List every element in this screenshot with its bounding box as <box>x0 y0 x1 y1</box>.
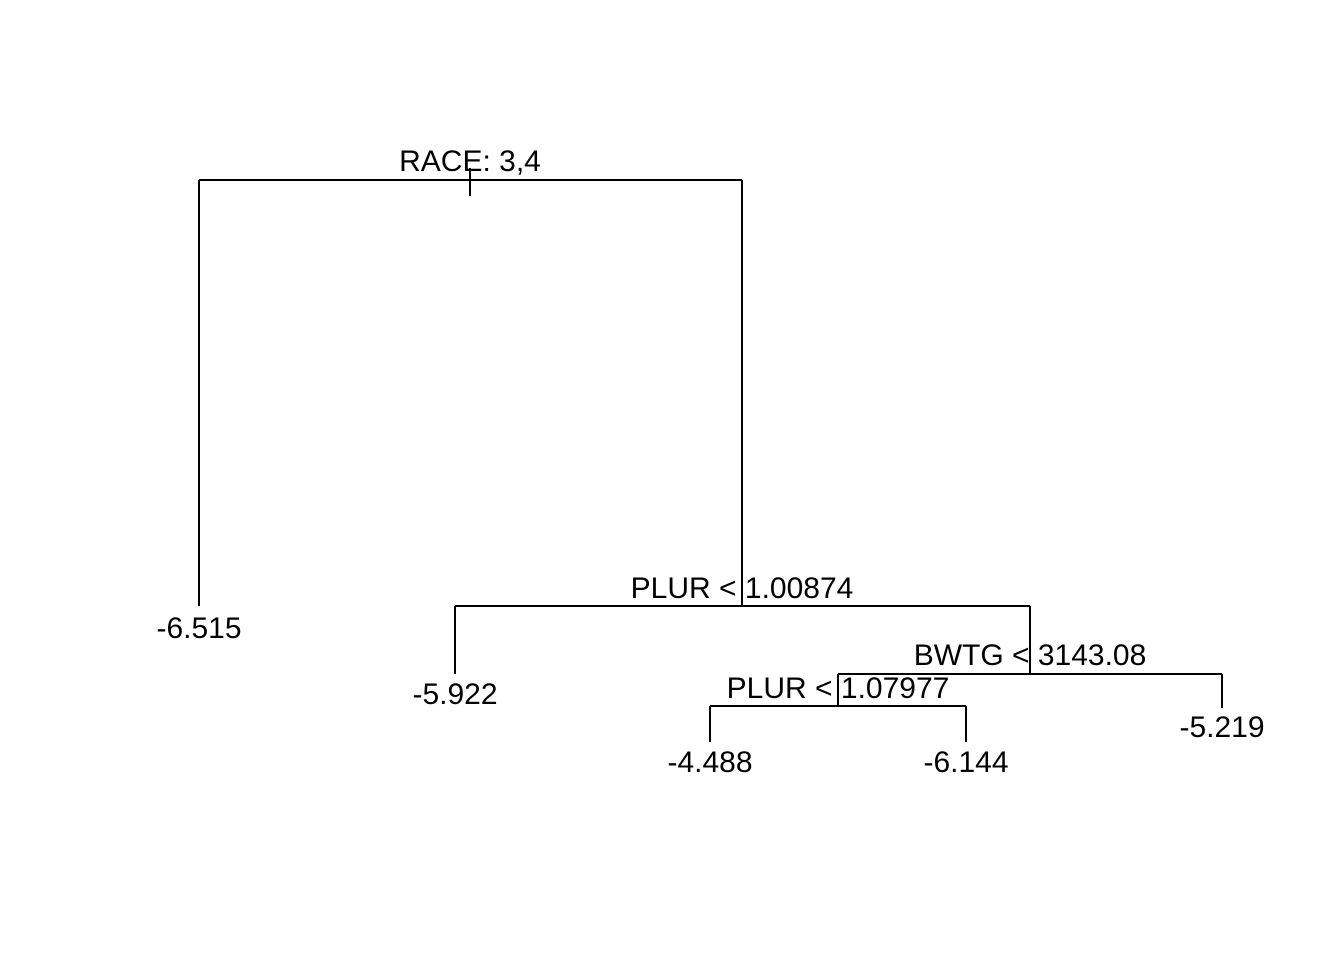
split-node-plur-1: PLUR < 1.00874 <box>454 572 1031 674</box>
split-label-plur-1: PLUR < 1.00874 <box>631 572 854 605</box>
split-label-bwtg: BWTG < 3143.08 <box>914 639 1147 672</box>
split-node-bwtg: BWTG < 3143.08 <box>837 639 1223 708</box>
split-node-plur-2: PLUR < 1.07977 <box>709 672 967 742</box>
leaf-label-plur2-right: -6.144 <box>923 746 1008 779</box>
leaf-label-plur1-left: -5.922 <box>412 678 497 711</box>
split-label-plur-2: PLUR < 1.07977 <box>727 672 950 705</box>
leaf-label-bwtg-right: -5.219 <box>1179 711 1264 744</box>
leaf-label-plur2-left: -4.488 <box>667 746 752 779</box>
split-node-race: RACE: 3,4 <box>198 145 743 606</box>
leaf-label-left-root: -6.515 <box>156 612 241 645</box>
split-label-race: RACE: 3,4 <box>399 145 541 178</box>
